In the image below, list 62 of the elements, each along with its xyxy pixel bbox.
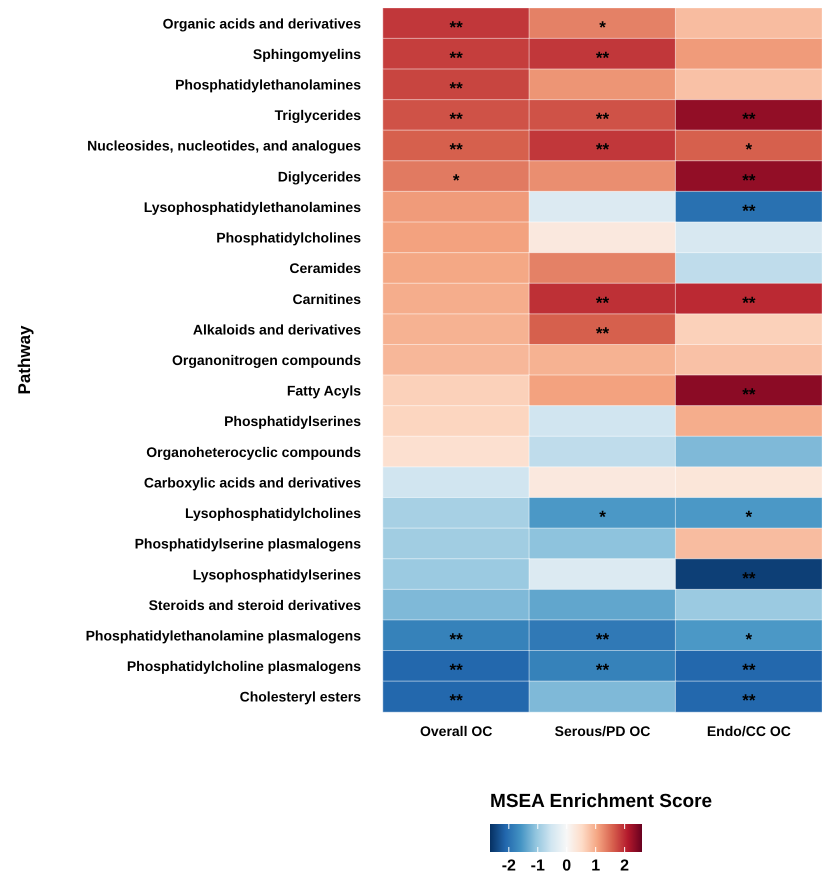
data-label: * — [746, 140, 753, 160]
data-label: ** — [742, 293, 756, 312]
y-tick-label: Phosphatidylserine plasmalogens — [134, 536, 362, 552]
y-tick-label: Phosphatidylcholine plasmalogens — [126, 658, 362, 674]
data-label: ** — [596, 630, 610, 649]
data-label: ** — [596, 293, 610, 312]
y-tick-label: Organonitrogen compounds — [172, 352, 362, 368]
data-label: ** — [450, 691, 464, 710]
y-axis-title: Pathway — [15, 324, 34, 394]
data-label: ** — [450, 110, 464, 129]
data-label: ** — [450, 18, 464, 37]
y-tick-label: Triglycerides — [274, 107, 362, 124]
color-bar-label: 0 — [562, 858, 572, 874]
y-tick-label: Alkaloids and derivatives — [192, 321, 362, 338]
color-bar-title: MSEA Enrichment Score — [490, 791, 712, 812]
y-tick-label: Carnitines — [292, 290, 362, 307]
y-tick-label: Steroids and steroid derivatives — [148, 596, 362, 613]
color-bar-label: -2 — [502, 858, 516, 874]
data-label: ** — [596, 140, 610, 160]
data-label: ** — [450, 79, 464, 98]
data-label: ** — [596, 660, 610, 680]
y-tick-label: Phosphatidylserines — [224, 413, 362, 430]
y-tick-label: Carboxylic acids and derivatives — [144, 474, 362, 490]
data-label: ** — [450, 48, 464, 68]
data-label: * — [452, 170, 460, 190]
y-tick-label: Organoheterocyclic compounds — [146, 444, 362, 460]
y-tick-label: Lysophosphatidylethanolamines — [144, 198, 362, 215]
x-tick-label: Serous/PD OC — [554, 723, 650, 739]
color-bar-label: 2 — [620, 858, 630, 874]
data-label: ** — [742, 110, 756, 129]
y-tick-label: Lysophosphatidylcholines — [184, 505, 362, 522]
data-label: ** — [596, 48, 610, 68]
y-tick-label: Fatty Acyls — [286, 382, 362, 399]
x-tick-label: Overall OC — [420, 723, 492, 739]
y-tick-label: Cholesteryl esters — [240, 688, 362, 705]
data-label: ** — [742, 170, 756, 190]
data-label: ** — [742, 201, 756, 220]
y-tick-label: Phosphatidylcholines — [216, 230, 362, 246]
color-bar-label: 1 — [591, 858, 600, 874]
y-tick-label: Nucleosides, nucleotides, and analogues — [87, 138, 362, 154]
data-label: * — [746, 508, 753, 527]
y-tick-label: Sphingomyelins — [252, 46, 362, 62]
data-label: * — [599, 18, 606, 37]
y-tick-label: Lysophosphatidylserines — [192, 566, 362, 582]
data-label: * — [599, 508, 606, 527]
data-label: ** — [596, 110, 610, 129]
data-label: ** — [596, 324, 610, 343]
data-label: ** — [742, 691, 756, 710]
data-label: ** — [450, 140, 464, 160]
data-label: ** — [742, 660, 756, 680]
data-label: ** — [742, 568, 756, 588]
data-label: ** — [742, 385, 756, 404]
data-label: ** — [450, 660, 464, 680]
x-tick-label: Endo/CC OC — [706, 723, 791, 739]
y-tick-label: Phosphatidylethanolamine plasmalogens — [86, 627, 362, 644]
data-label: * — [746, 630, 753, 649]
color-bar-label: -1 — [530, 858, 545, 874]
y-tick-label: Diglycerides — [278, 168, 362, 184]
y-tick-label: Organic acids and derivatives — [162, 15, 362, 32]
y-tick-label: Ceramides — [289, 260, 362, 276]
y-tick-label: Phosphatidylethanolamines — [175, 76, 362, 93]
data-label: ** — [450, 630, 464, 649]
